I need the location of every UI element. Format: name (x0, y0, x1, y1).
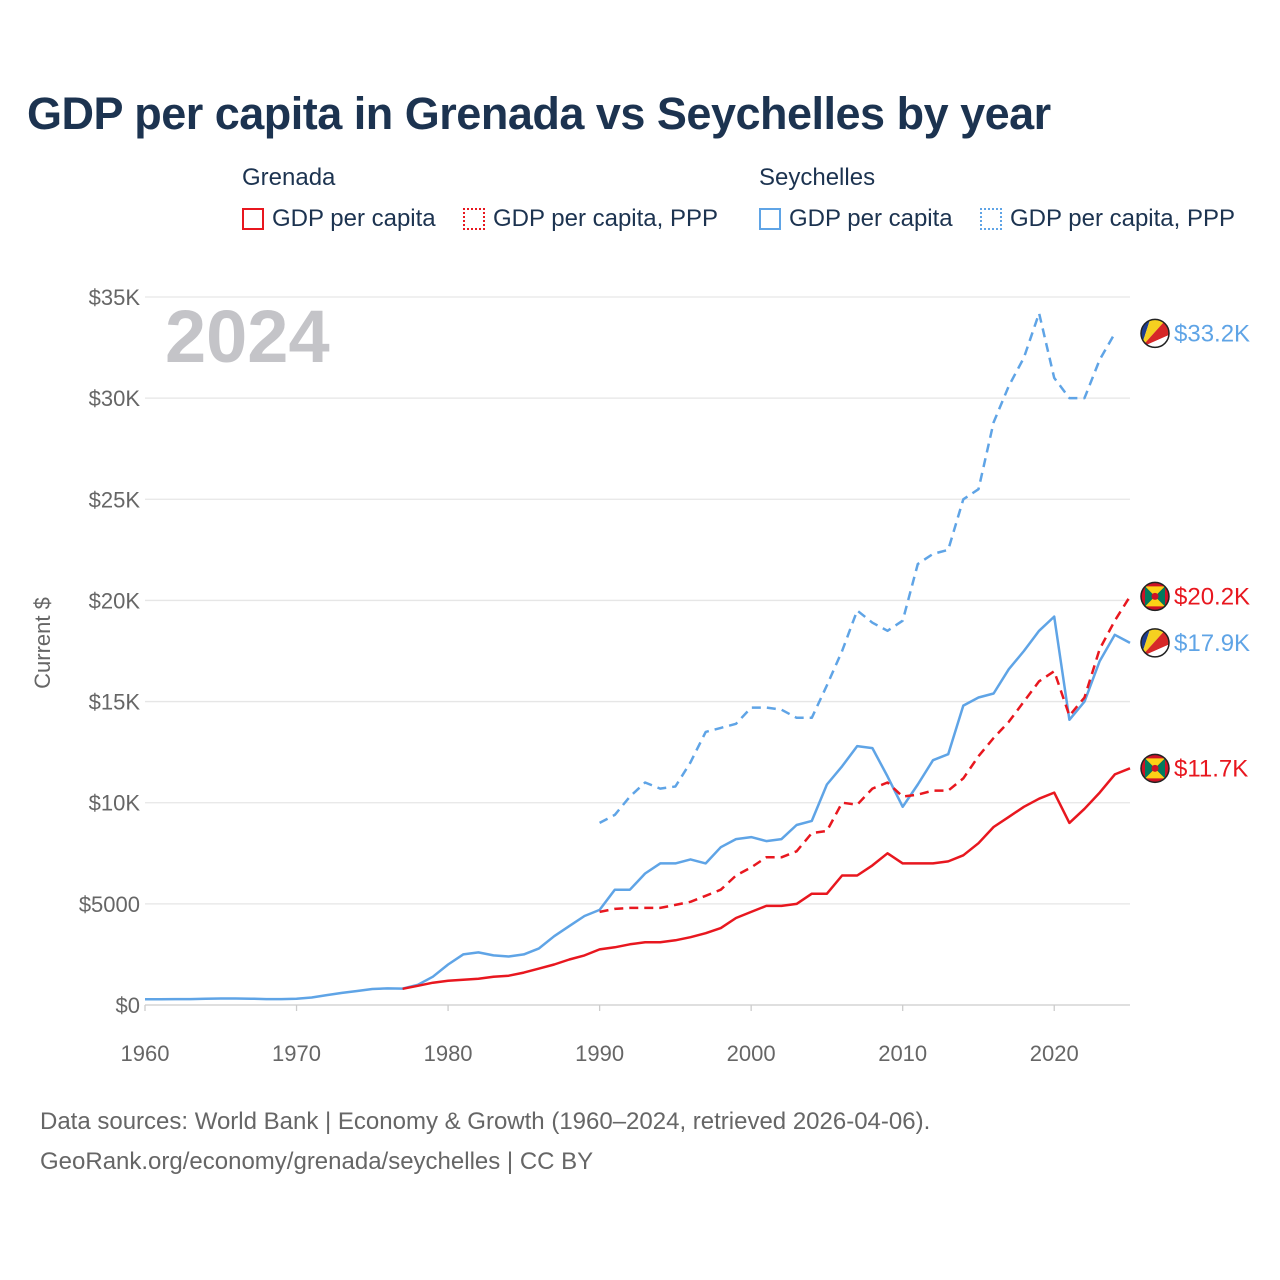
y-tick-label: $10K (89, 791, 141, 816)
series-end-label: $17.9K (1174, 630, 1250, 657)
y-tick-label: $5000 (79, 892, 140, 917)
legend-label: GDP per capita (272, 205, 436, 232)
y-tick-label: $35K (89, 285, 141, 310)
x-tick-label: 1960 (121, 1041, 170, 1066)
series-line (145, 615, 1131, 1001)
y-axis-ticks: $0 $5000 $10K $15K $20K $25K $30K $35K (79, 285, 141, 1018)
y-axis-label: Current $ (30, 597, 55, 689)
grenada-flag-icon (1140, 753, 1170, 784)
legend-label: GDP per capita, PPP (493, 205, 718, 232)
seychelles-flag-icon (1140, 628, 1170, 658)
series-line (599, 311, 1116, 825)
chart-title: GDP per capita in Grenada vs Seychelles … (27, 88, 1051, 139)
y-tick-label: $25K (89, 487, 141, 512)
x-tick-label: 1990 (575, 1041, 624, 1066)
footer-source: Data sources: World Bank | Economy & Gro… (40, 1108, 931, 1135)
legend-grenada-gdp-ppp[interactable]: GDP per capita, PPP (463, 205, 718, 233)
series-line (599, 595, 1132, 914)
legend-swatch-dotted-icon (463, 208, 485, 230)
legend-swatch-dotted-icon (980, 208, 1002, 230)
x-tick-label: 2000 (727, 1041, 776, 1066)
legend-label: GDP per capita (789, 205, 953, 232)
legend-seychelles-gdp-ppp[interactable]: GDP per capita, PPP (980, 205, 1235, 233)
x-axis-ticks: 1960 1970 1980 1990 2000 2010 2020 (121, 1005, 1079, 1066)
footer-credit: GeoRank.org/economy/grenada/seychelles |… (40, 1148, 594, 1175)
legend-grenada-gdp[interactable]: GDP per capita (242, 205, 436, 233)
series-end-label: $33.2K (1174, 320, 1250, 347)
y-tick-label: $30K (89, 386, 141, 411)
x-tick-label: 2010 (878, 1041, 927, 1066)
grenada-flag-icon (1140, 581, 1170, 612)
legend-swatch-solid-icon (242, 208, 264, 230)
series-end-labels: $33.2K $17.9K $20.2K $11.7K (1140, 318, 1250, 784)
chart-plot: $0 $5000 $10K $15K $20K $25K $30K $35K 1960 1970… (30, 285, 1250, 1066)
legend-label: GDP per capita, PPP (1010, 205, 1235, 232)
legend-seychelles-gdp[interactable]: GDP per capita (759, 205, 953, 233)
x-tick-label: 1980 (424, 1041, 473, 1066)
series-end-label: $11.7K (1174, 755, 1248, 782)
y-tick-label: $20K (89, 588, 141, 613)
legend-group-seychelles: Seychelles (759, 164, 876, 191)
y-tick-label: $15K (89, 690, 141, 715)
series-lines (145, 311, 1132, 1001)
x-tick-label: 1970 (272, 1041, 321, 1066)
series-end-label: $20.2K (1174, 583, 1250, 610)
x-tick-label: 2020 (1030, 1041, 1079, 1066)
grid-lines (145, 296, 1130, 1006)
seychelles-flag-icon (1140, 318, 1170, 349)
y-tick-label: $0 (116, 993, 140, 1018)
legend-swatch-solid-icon (759, 208, 781, 230)
year-label: 2024 (165, 295, 330, 378)
series-line (402, 767, 1131, 991)
legend-group-grenada: Grenada (242, 164, 336, 191)
